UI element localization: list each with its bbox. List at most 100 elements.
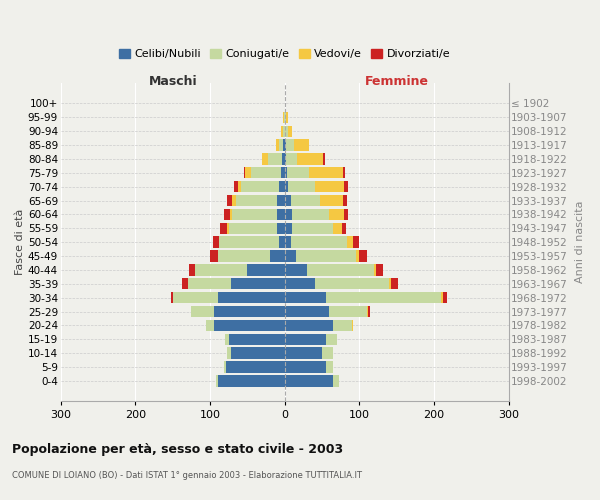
Bar — [290, 195, 320, 206]
Bar — [284, 320, 333, 331]
Bar — [284, 250, 296, 262]
Bar — [326, 334, 337, 345]
Bar — [284, 140, 286, 151]
Bar — [232, 208, 277, 220]
Bar — [287, 167, 309, 178]
Bar — [283, 154, 284, 164]
Bar — [286, 140, 293, 151]
Bar — [283, 112, 284, 123]
Bar — [284, 98, 286, 109]
Bar — [292, 222, 333, 234]
Bar — [244, 167, 245, 178]
Bar — [344, 181, 348, 192]
Bar — [298, 154, 323, 164]
Bar — [281, 167, 284, 178]
Bar — [292, 208, 329, 220]
Bar — [289, 126, 292, 137]
Bar — [245, 167, 251, 178]
Bar — [284, 292, 326, 304]
Bar — [353, 236, 359, 248]
Bar — [247, 264, 284, 276]
Bar — [442, 292, 443, 304]
Y-axis label: Fasce di età: Fasce di età — [15, 209, 25, 276]
Bar — [333, 222, 342, 234]
Bar — [224, 362, 226, 372]
Bar — [214, 320, 284, 331]
Bar — [326, 292, 442, 304]
Bar — [251, 167, 281, 178]
Bar — [286, 112, 287, 123]
Bar — [333, 375, 339, 386]
Bar — [344, 208, 348, 220]
Bar — [210, 250, 218, 262]
Bar — [329, 306, 367, 317]
Bar — [241, 181, 278, 192]
Bar — [284, 208, 292, 220]
Bar — [356, 250, 359, 262]
Bar — [284, 167, 287, 178]
Bar — [314, 181, 344, 192]
Text: Popolazione per età, sesso e stato civile - 2003: Popolazione per età, sesso e stato civil… — [12, 442, 343, 456]
Bar — [283, 126, 284, 137]
Bar — [368, 306, 370, 317]
Bar — [206, 320, 214, 331]
Bar — [191, 306, 214, 317]
Bar — [219, 236, 278, 248]
Bar — [367, 306, 368, 317]
Bar — [224, 208, 230, 220]
Bar — [314, 278, 389, 289]
Y-axis label: Anni di nascita: Anni di nascita — [575, 201, 585, 283]
Bar — [284, 126, 289, 137]
Bar — [283, 140, 284, 151]
Bar — [231, 278, 284, 289]
Text: Maschi: Maschi — [148, 74, 197, 88]
Bar — [218, 375, 284, 386]
Bar — [284, 306, 329, 317]
Bar — [216, 375, 218, 386]
Bar — [182, 278, 188, 289]
Bar — [218, 292, 284, 304]
Bar — [284, 348, 322, 359]
Bar — [284, 375, 333, 386]
Bar — [218, 250, 270, 262]
Bar — [284, 362, 326, 372]
Bar — [284, 112, 286, 123]
Bar — [359, 250, 367, 262]
Bar — [230, 208, 232, 220]
Bar — [307, 264, 374, 276]
Bar — [296, 250, 356, 262]
Bar — [236, 195, 277, 206]
Bar — [290, 236, 347, 248]
Bar — [284, 264, 307, 276]
Text: Femmine: Femmine — [365, 74, 428, 88]
Bar — [229, 334, 284, 345]
Bar — [277, 208, 284, 220]
Bar — [374, 264, 376, 276]
Bar — [376, 264, 383, 276]
Bar — [443, 292, 446, 304]
Bar — [389, 278, 391, 289]
Bar — [213, 236, 219, 248]
Bar — [343, 167, 345, 178]
Bar — [322, 348, 333, 359]
Bar — [231, 348, 284, 359]
Bar — [238, 181, 241, 192]
Bar — [277, 222, 284, 234]
Bar — [280, 140, 283, 151]
Bar — [226, 362, 284, 372]
Bar — [227, 195, 232, 206]
Bar — [227, 222, 229, 234]
Bar — [276, 140, 280, 151]
Bar — [278, 236, 284, 248]
Bar — [195, 264, 247, 276]
Bar — [227, 348, 231, 359]
Bar — [352, 320, 353, 331]
Bar — [347, 236, 353, 248]
Bar — [342, 222, 346, 234]
Bar — [277, 195, 284, 206]
Bar — [286, 154, 298, 164]
Bar — [284, 236, 290, 248]
Bar — [214, 306, 284, 317]
Bar — [329, 208, 344, 220]
Bar — [262, 154, 268, 164]
